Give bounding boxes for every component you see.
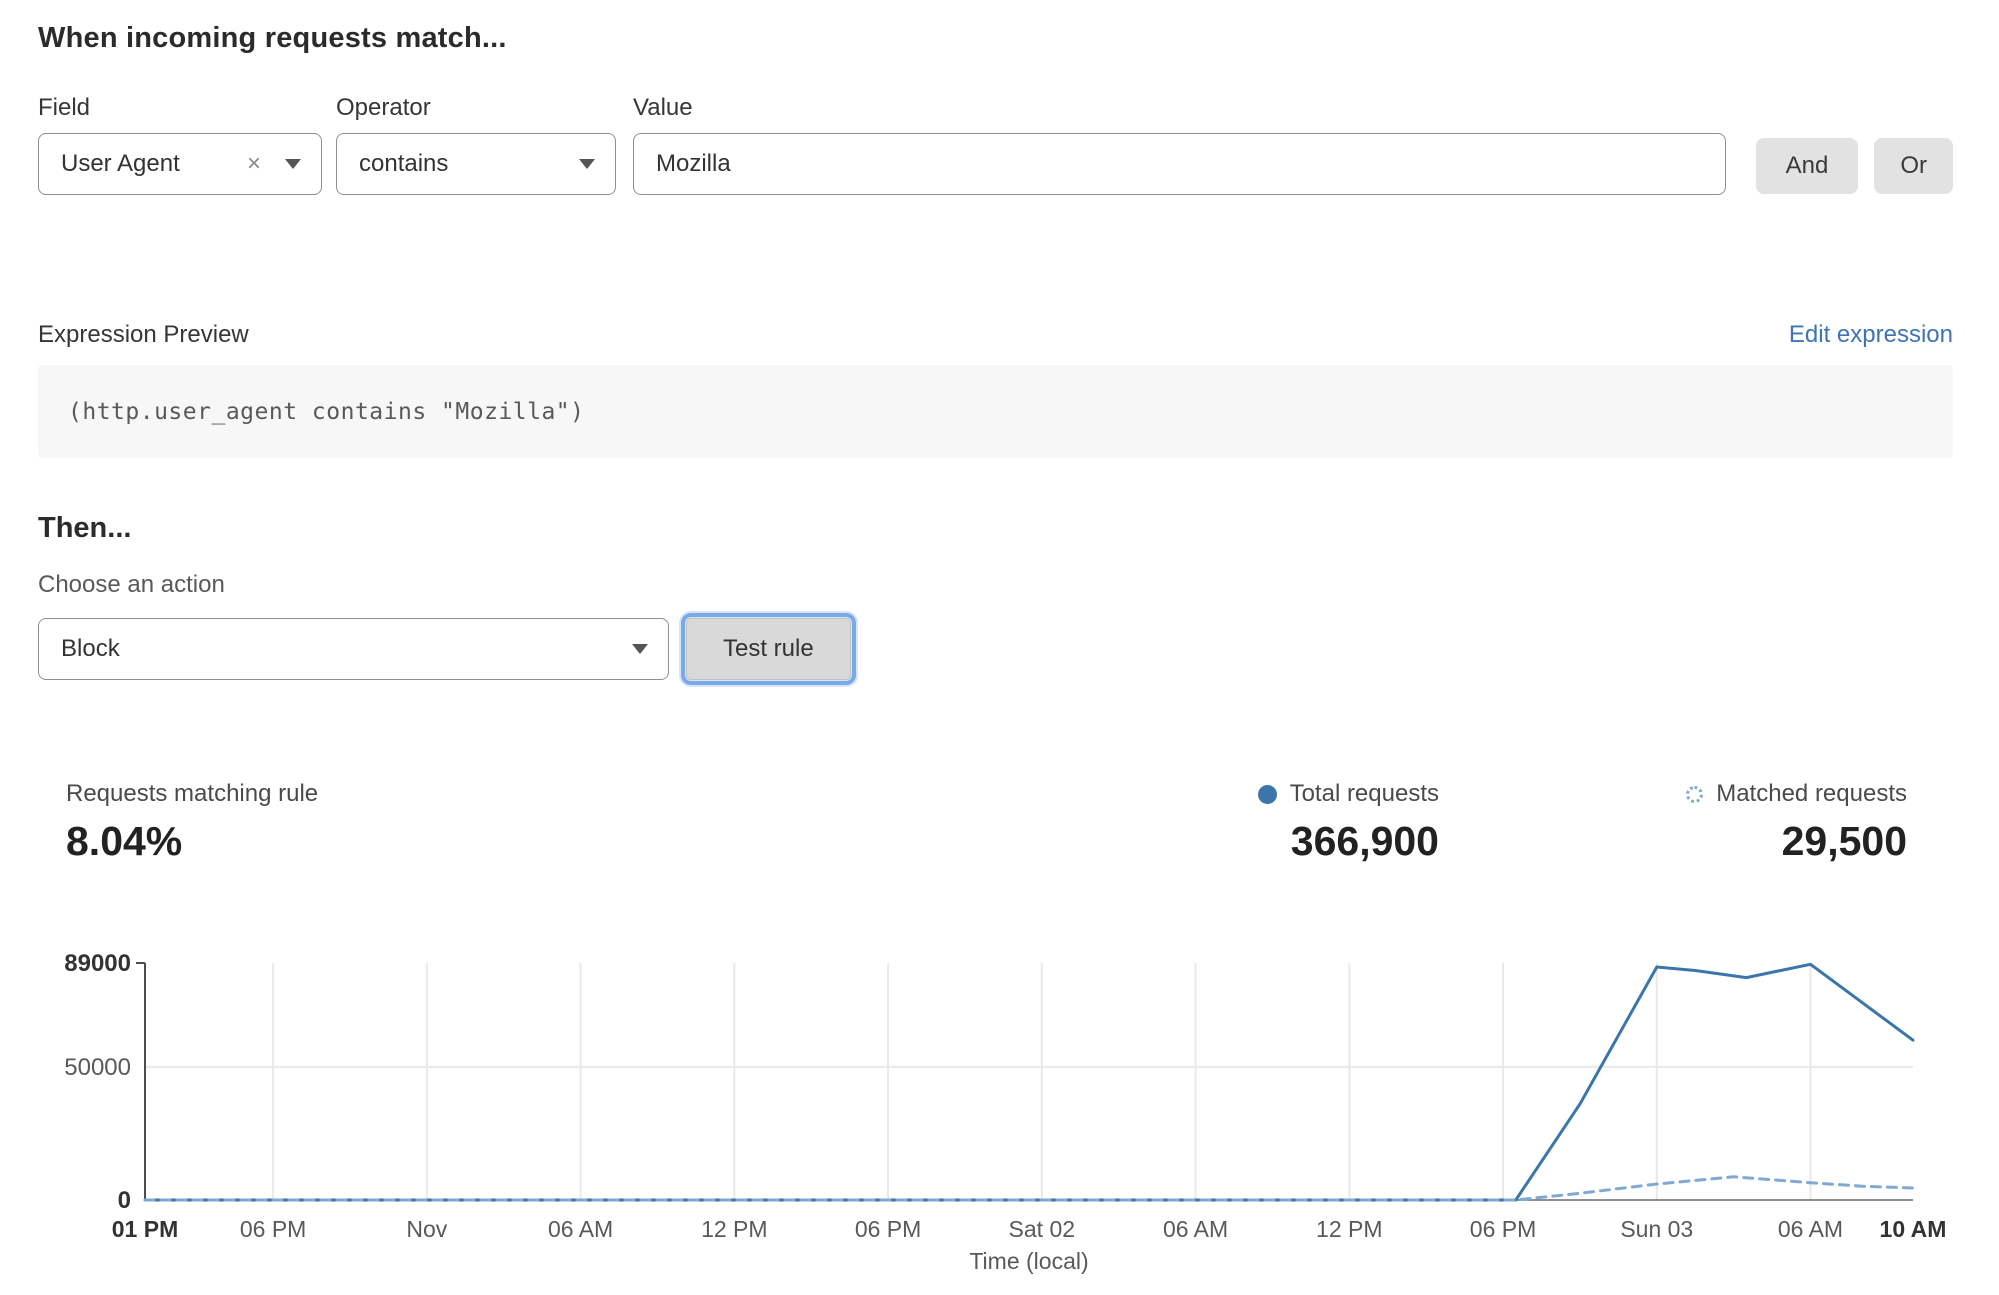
field-select-value: User Agent (61, 150, 180, 177)
stat-total-requests: Total requests 366,900 (1257, 780, 1439, 865)
svg-text:89000: 89000 (64, 950, 131, 977)
svg-text:06 AM: 06 AM (1778, 1216, 1843, 1242)
svg-text:Sat 02: Sat 02 (1009, 1216, 1076, 1242)
test-rule-button[interactable]: Test rule (681, 613, 856, 685)
svg-text:12 PM: 12 PM (1316, 1216, 1382, 1242)
svg-text:06 PM: 06 PM (855, 1216, 921, 1242)
stat-requests-matching: Requests matching rule 8.04% (66, 780, 318, 865)
action-select[interactable]: Block (38, 618, 669, 680)
matched-requests-dashed-circle-icon (1686, 785, 1704, 803)
value-group: Value (633, 95, 1726, 195)
chevron-down-icon (579, 159, 595, 169)
svg-text:10 AM: 10 AM (1880, 1216, 1947, 1242)
expression-preview-label: Expression Preview (38, 321, 249, 348)
field-label: Field (38, 94, 91, 121)
rule-builder-row: Field User Agent × Operator contains Val… (38, 95, 1953, 195)
svg-text:Sun 03: Sun 03 (1620, 1216, 1693, 1242)
svg-text:Time (local): Time (local) (969, 1248, 1088, 1274)
action-select-value: Block (61, 635, 120, 662)
expression-code: (http.user_agent contains "Mozilla") (68, 398, 585, 425)
and-button[interactable]: And (1755, 137, 1859, 194)
field-select[interactable]: User Agent × (38, 133, 322, 195)
svg-text:06 PM: 06 PM (1470, 1216, 1536, 1242)
choose-action-label: Choose an action (38, 571, 225, 598)
chevron-down-icon (632, 644, 648, 654)
edit-expression-link[interactable]: Edit expression (1788, 321, 1953, 348)
svg-text:06 PM: 06 PM (240, 1216, 306, 1242)
clear-icon[interactable]: × (246, 150, 261, 177)
action-row: Block Test rule (38, 613, 1953, 685)
svg-text:06 AM: 06 AM (548, 1216, 613, 1242)
then-title: Then... (38, 512, 132, 544)
svg-text:50000: 50000 (64, 1054, 131, 1081)
chevron-down-icon (285, 159, 301, 169)
requests-matching-value: 8.04% (66, 818, 183, 864)
operator-select-value: contains (359, 150, 449, 177)
svg-text:06 AM: 06 AM (1163, 1216, 1228, 1242)
total-requests-label: Total requests (1289, 780, 1439, 807)
operator-select[interactable]: contains (336, 133, 616, 195)
expression-header: Expression Preview Edit expression (38, 321, 1953, 349)
matched-requests-value: 29,500 (1781, 818, 1907, 864)
matched-requests-label: Matched requests (1716, 780, 1907, 807)
requests-matching-label: Requests matching rule (66, 780, 319, 807)
requests-chart: 0 50000 89000 01 PM 06 PM Nov 06 AM 12 PM 06 PM S… (64, 950, 1947, 1274)
field-group: Field User Agent × (38, 95, 336, 195)
total-requests-value: 366,900 (1290, 818, 1439, 864)
svg-text:0: 0 (118, 1187, 131, 1214)
expression-code-box: (http.user_agent contains "Mozilla") (38, 365, 1953, 458)
value-input[interactable] (633, 133, 1726, 195)
operator-label: Operator (336, 94, 431, 121)
svg-text:12 PM: 12 PM (701, 1216, 767, 1242)
svg-text:01 PM: 01 PM (112, 1216, 178, 1242)
value-label: Value (633, 94, 693, 121)
svg-text:Nov: Nov (406, 1216, 447, 1242)
total-requests-dot-icon (1257, 784, 1277, 804)
stat-matched-requests: Matched requests 29,500 (1686, 780, 1907, 865)
or-button[interactable]: Or (1874, 137, 1953, 194)
firewall-rule-editor: When incoming requests match... Field Us… (0, 22, 1999, 1295)
requests-chart-wrap: 0 50000 89000 01 PM 06 PM Nov 06 AM 12 PM 06 PM S… (38, 950, 1953, 1295)
page-title: When incoming requests match... (38, 22, 507, 54)
operator-group: Operator contains (336, 95, 633, 195)
stats-row: Requests matching rule 8.04% Total reque… (38, 780, 1953, 868)
logic-buttons: And Or (1755, 136, 1953, 195)
